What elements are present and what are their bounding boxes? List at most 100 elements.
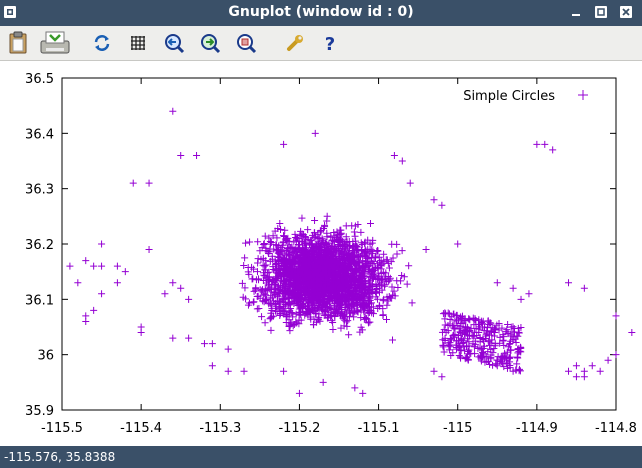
zoom-back-icon[interactable] xyxy=(160,29,188,57)
data-point xyxy=(430,367,438,375)
data-point xyxy=(335,264,343,272)
data-point xyxy=(279,290,287,298)
data-point xyxy=(249,275,257,283)
data-point xyxy=(317,276,325,284)
data-point xyxy=(307,260,315,268)
data-point xyxy=(440,348,448,356)
data-point xyxy=(300,256,308,264)
data-point xyxy=(200,340,208,348)
data-point xyxy=(66,262,74,270)
data-point xyxy=(314,235,322,243)
window-titlebar[interactable]: Gnuplot (window id : 0) xyxy=(0,0,642,26)
data-point xyxy=(359,389,367,397)
data-point xyxy=(238,279,246,287)
data-point xyxy=(267,238,275,246)
data-point xyxy=(344,317,352,325)
data-point xyxy=(253,268,261,276)
data-point xyxy=(276,266,284,274)
data-point xyxy=(274,282,282,290)
data-point xyxy=(549,146,557,154)
data-point xyxy=(357,228,365,236)
data-point xyxy=(345,257,353,265)
minimize-icon[interactable] xyxy=(570,6,582,18)
data-point xyxy=(272,275,280,283)
data-point xyxy=(453,345,461,353)
data-point xyxy=(342,297,350,305)
data-point xyxy=(297,310,305,318)
zoom-forward-icon[interactable] xyxy=(196,29,224,57)
data-point xyxy=(282,307,290,315)
data-point xyxy=(333,292,341,300)
window-menu-icon[interactable] xyxy=(4,6,16,18)
data-point xyxy=(380,250,388,258)
data-point xyxy=(361,273,369,281)
data-point xyxy=(242,239,250,247)
data-point xyxy=(289,309,297,317)
data-point xyxy=(289,282,297,290)
data-point xyxy=(256,247,264,255)
x-tick-label: -115.5 xyxy=(41,421,83,436)
grid-icon[interactable] xyxy=(124,29,152,57)
data-point xyxy=(239,293,247,301)
data-point xyxy=(297,227,305,235)
data-point xyxy=(369,266,377,274)
data-point xyxy=(351,232,359,240)
clipboard-icon[interactable] xyxy=(4,29,32,57)
data-point xyxy=(385,292,393,300)
data-point xyxy=(504,321,512,329)
data-point xyxy=(268,306,276,314)
data-point xyxy=(515,365,523,373)
data-point xyxy=(403,280,411,288)
data-point xyxy=(145,179,153,187)
data-point xyxy=(319,236,327,244)
data-point xyxy=(387,258,395,266)
data-point xyxy=(304,250,312,258)
data-point xyxy=(459,327,467,335)
data-point xyxy=(267,326,275,334)
x-tick-label: -115.1 xyxy=(358,421,400,436)
data-point xyxy=(339,271,347,279)
data-point xyxy=(572,373,580,381)
data-point xyxy=(382,269,390,277)
data-point xyxy=(321,276,329,284)
refresh-icon[interactable] xyxy=(88,29,116,57)
plot-area[interactable]: -115.5 -115.4 -115.3 -115.2 -115.1 -115 -114.9… xyxy=(0,61,642,446)
data-point xyxy=(366,220,374,228)
close-icon[interactable] xyxy=(620,6,632,18)
data-point xyxy=(457,347,465,355)
data-point xyxy=(406,179,414,187)
data-point xyxy=(317,277,325,285)
scatter-plot[interactable]: -115.5 -115.4 -115.3 -115.2 -115.1 -115 -114.9… xyxy=(0,61,642,446)
data-point xyxy=(264,248,272,256)
printer-icon[interactable] xyxy=(38,29,72,57)
data-point xyxy=(98,290,106,298)
data-point xyxy=(330,228,338,236)
data-point xyxy=(440,341,448,349)
data-point xyxy=(327,285,335,293)
data-point xyxy=(461,355,469,363)
data-point xyxy=(359,296,367,304)
data-point xyxy=(292,290,300,298)
data-point xyxy=(301,233,309,241)
data-point xyxy=(275,263,283,271)
data-point xyxy=(240,367,248,375)
data-point xyxy=(255,305,263,313)
data-point xyxy=(355,277,363,285)
maximize-icon[interactable] xyxy=(595,6,607,18)
data-point xyxy=(329,236,337,244)
data-point xyxy=(341,279,349,287)
data-point xyxy=(502,328,510,336)
data-point xyxy=(507,346,515,354)
data-point xyxy=(358,246,366,254)
data-point xyxy=(360,315,368,323)
data-point xyxy=(379,297,387,305)
zoom-autoscale-icon[interactable] xyxy=(232,29,260,57)
data-point xyxy=(350,313,358,321)
data-point xyxy=(295,389,303,397)
data-point xyxy=(514,354,522,362)
data-point xyxy=(477,345,485,353)
data-point xyxy=(447,352,455,360)
data-point xyxy=(329,319,337,327)
question-icon[interactable]: ? xyxy=(316,29,344,57)
wrench-icon[interactable] xyxy=(280,29,308,57)
